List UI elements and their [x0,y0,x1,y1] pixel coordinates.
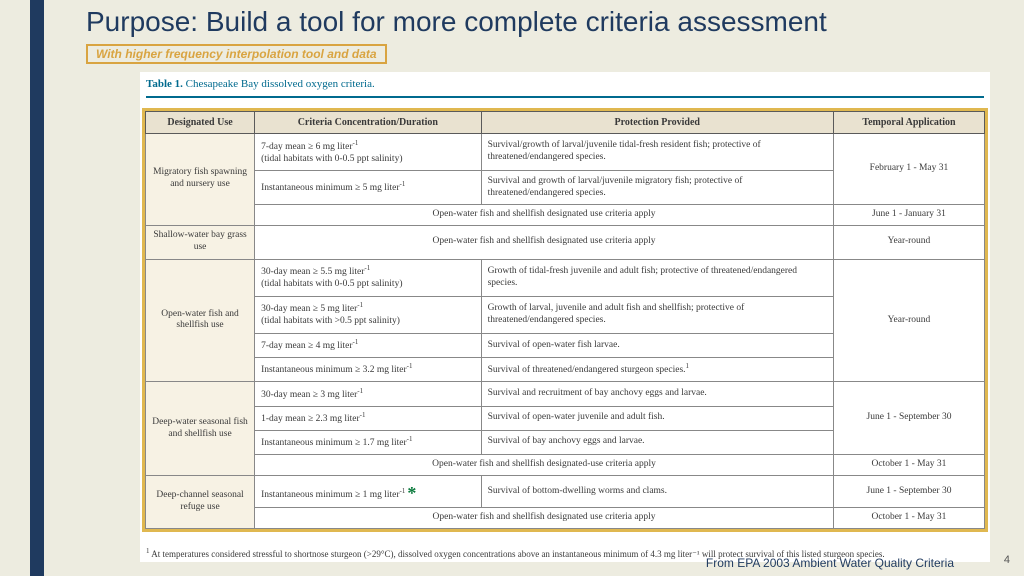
table-row: Open-water fish and shellfish designated… [146,205,985,226]
cell: June 1 - January 31 [833,205,984,226]
cell: Year-round [833,225,984,259]
table-highlight-frame: Designated Use Criteria Concentration/Du… [142,108,988,532]
table-row: Shallow-water bay grass use Open-water f… [146,225,985,259]
star-marker: * [407,483,416,503]
cell: Survival of bay anchovy eggs and larvae. [481,430,833,454]
slide-title: Purpose: Build a tool for more complete … [86,6,827,38]
table-row: Open-water fish and shellfish designated… [146,508,985,529]
left-accent-stripe [30,0,44,576]
col-designated-use: Designated Use [146,112,255,134]
table-row: Deep-water seasonal fish and shellfish u… [146,382,985,406]
page-number: 4 [1004,554,1010,566]
cell: 1-day mean ≥ 2.3 mg liter-1 [255,406,482,430]
cell: 30-day mean ≥ 3 mg liter-1 [255,382,482,406]
cell: Survival and recruitment of bay anchovy … [481,382,833,406]
table-row: Open-water fish and shellfish designated… [146,455,985,476]
cell: Survival and growth of larval/juvenile m… [481,171,833,205]
col-temporal: Temporal Application [833,112,984,134]
cell: Open-water fish and shellfish designated… [255,508,834,529]
caption-bold: Table 1. [146,78,183,90]
table-row: Deep-channel seasonal refuge use Instant… [146,475,985,507]
cell: Growth of larval, juvenile and adult fis… [481,296,833,333]
du-deepchannel: Deep-channel seasonal refuge use [146,475,255,528]
du-deepwater: Deep-water seasonal fish and shellfish u… [146,382,255,475]
du-migratory: Migratory fish spawning and nursery use [146,133,255,225]
cell: Instantaneous minimum ≥ 1.7 mg liter-1 [255,430,482,454]
table-row: Open-water fish and shellfish use 30-day… [146,259,985,296]
cell: February 1 - May 31 [833,133,984,204]
cell: Open-water fish and shellfish designated… [255,205,834,226]
cell: Instantaneous minimum ≥ 3.2 mg liter-1 [255,358,482,382]
cell: Survival of bottom-dwelling worms and cl… [481,475,833,507]
col-criteria: Criteria Concentration/Duration [255,112,482,134]
table-caption: Table 1. Chesapeake Bay dissolved oxygen… [146,78,375,90]
criteria-table: Designated Use Criteria Concentration/Du… [145,111,985,529]
header-row: Designated Use Criteria Concentration/Du… [146,112,985,134]
cell: Instantaneous minimum ≥ 5 mg liter-1 [255,171,482,205]
cell: Growth of tidal-fresh juvenile and adult… [481,259,833,296]
subtitle-callout: With higher frequency interpolation tool… [86,44,387,64]
cell: Open-water fish and shellfish designated… [255,225,834,259]
cell: 30-day mean ≥ 5 mg liter-1(tidal habitat… [255,296,482,333]
du-shallow: Shallow-water bay grass use [146,225,255,259]
cell: 7-day mean ≥ 4 mg liter-1 [255,334,482,358]
cell: Year-round [833,259,984,382]
du-openwater: Open-water fish and shellfish use [146,259,255,382]
cell: October 1 - May 31 [833,455,984,476]
cell: October 1 - May 31 [833,508,984,529]
cell: Survival/growth of larval/juvenile tidal… [481,133,833,170]
cell: Survival of open-water fish larvae. [481,334,833,358]
cell: June 1 - September 30 [833,475,984,507]
cell: Survival of open-water juvenile and adul… [481,406,833,430]
table-row: Migratory fish spawning and nursery use … [146,133,985,170]
caption-rule [146,96,984,98]
caption-rest: Chesapeake Bay dissolved oxygen criteria… [183,78,375,90]
cell: Open-water fish and shellfish designated… [255,455,834,476]
source-citation: From EPA 2003 Ambient Water Quality Crit… [706,556,954,570]
col-protection: Protection Provided [481,112,833,134]
cell: 7-day mean ≥ 6 mg liter-1(tidal habitats… [255,133,482,170]
cell: Survival of threatened/endangered sturge… [481,358,833,382]
table-container: Table 1. Chesapeake Bay dissolved oxygen… [140,72,990,562]
cell: Instantaneous minimum ≥ 1 mg liter-1* [255,475,482,507]
cell: 30-day mean ≥ 5.5 mg liter-1(tidal habit… [255,259,482,296]
cell: June 1 - September 30 [833,382,984,455]
